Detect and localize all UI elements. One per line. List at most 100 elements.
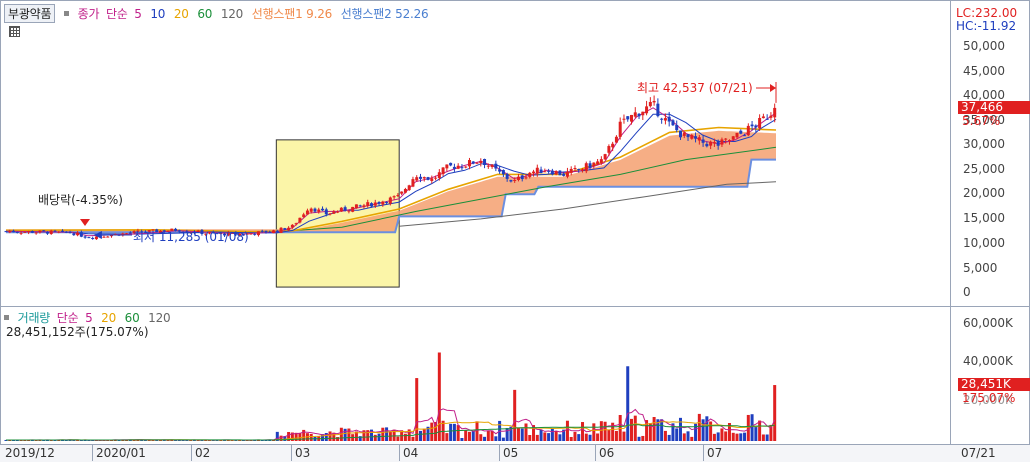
candle-body (746, 125, 750, 136)
candle-body (460, 167, 464, 169)
candle-body (618, 121, 622, 137)
volume-bar (147, 439, 151, 441)
volume-bar (641, 435, 645, 441)
volume-bar (532, 425, 536, 441)
x-tick: 03 (291, 445, 310, 461)
candle-body (434, 177, 438, 179)
candle-body (354, 204, 358, 209)
candle-body (437, 172, 441, 179)
candle-body (79, 232, 83, 237)
volume-bar (196, 440, 200, 441)
ma-period-20: 20 (173, 7, 189, 21)
vol-ma-period-120: 120 (148, 311, 171, 325)
grid-icon[interactable] (9, 26, 20, 37)
candle-body (532, 171, 536, 174)
ma-period-120: 120 (220, 7, 244, 21)
chart-canvas[interactable] (0, 0, 950, 444)
volume-bar (456, 425, 460, 441)
candle-body (140, 231, 144, 233)
volume-bar (279, 435, 283, 441)
volume-bar (19, 440, 23, 441)
candle-body (641, 111, 645, 116)
candle-body (599, 159, 603, 163)
high-annotation: 최고 42,537 (07/21) (637, 81, 753, 95)
candle-body (633, 112, 637, 117)
candle-body (53, 230, 57, 232)
ma120-line (399, 181, 777, 227)
volume-bar (652, 417, 656, 441)
volume-bar (637, 436, 641, 441)
volume-bar (543, 432, 547, 441)
candle-body (328, 213, 332, 215)
candle-body (686, 134, 690, 138)
candle-body (34, 232, 38, 234)
volume-bar (773, 385, 777, 441)
volume-bar (494, 436, 498, 441)
volume-bar (91, 440, 95, 441)
candle-body (547, 170, 551, 172)
volume-bar (750, 414, 754, 441)
volume-bar (192, 440, 196, 441)
volume-bar (87, 440, 91, 441)
candle-body (4, 231, 8, 233)
candle-body (418, 176, 422, 179)
ma60-line (276, 146, 777, 233)
volume-bar (701, 419, 705, 441)
candle-body (19, 232, 23, 234)
ma10-line (5, 113, 777, 235)
candle-body (38, 230, 42, 233)
candle-body (377, 202, 381, 204)
stock-name-box[interactable]: 부광약품 (4, 4, 56, 23)
volume-bar (524, 423, 528, 441)
volume-bar (633, 415, 637, 441)
legend-marker-icon (64, 11, 69, 16)
candle-body (64, 231, 68, 233)
candle-body (321, 208, 325, 211)
candle-body (121, 233, 125, 236)
candle-body (370, 203, 374, 207)
candle-body (61, 230, 65, 232)
volume-bar (434, 422, 438, 441)
volume-bar (207, 440, 211, 441)
candle-body (614, 136, 618, 143)
candle-body (106, 236, 110, 238)
candle-body (573, 168, 577, 170)
volume-bar (381, 427, 385, 441)
candle-body (694, 136, 698, 139)
candle-body (565, 171, 569, 177)
volume-bar (249, 440, 253, 441)
candle-body (682, 132, 686, 136)
volume-bar (298, 432, 302, 441)
candle-body (253, 233, 257, 235)
volume-last-tag: 28,451K (958, 378, 1030, 391)
candle-body (347, 210, 351, 212)
candle-body (754, 125, 758, 128)
volume-bar (411, 436, 415, 441)
candle-body (249, 233, 253, 235)
volume-bar (516, 428, 520, 441)
volume-ma-method: 단순 (56, 311, 79, 325)
candle-body (765, 118, 769, 120)
candle-body (68, 232, 72, 234)
candle-body (268, 231, 272, 233)
candle-body (234, 232, 238, 235)
volume-bar (321, 434, 325, 441)
candle-body (550, 170, 554, 175)
price-y-tick: 0 (963, 285, 971, 299)
candle-body (479, 160, 483, 164)
volume-bar (471, 431, 475, 441)
candle-body (166, 230, 170, 232)
volume-bar (724, 431, 728, 441)
candle-body (750, 124, 754, 127)
pane-separator[interactable] (0, 306, 1030, 307)
candle-body (630, 114, 634, 122)
volume-bar (622, 431, 626, 441)
candle-body (415, 177, 419, 181)
candle-body (671, 120, 675, 126)
candle-body (758, 117, 762, 129)
volume-bar (294, 432, 298, 441)
candle-body (452, 166, 456, 169)
candle-body (697, 137, 701, 141)
candle-body (238, 234, 242, 236)
ma20-line (5, 126, 777, 233)
